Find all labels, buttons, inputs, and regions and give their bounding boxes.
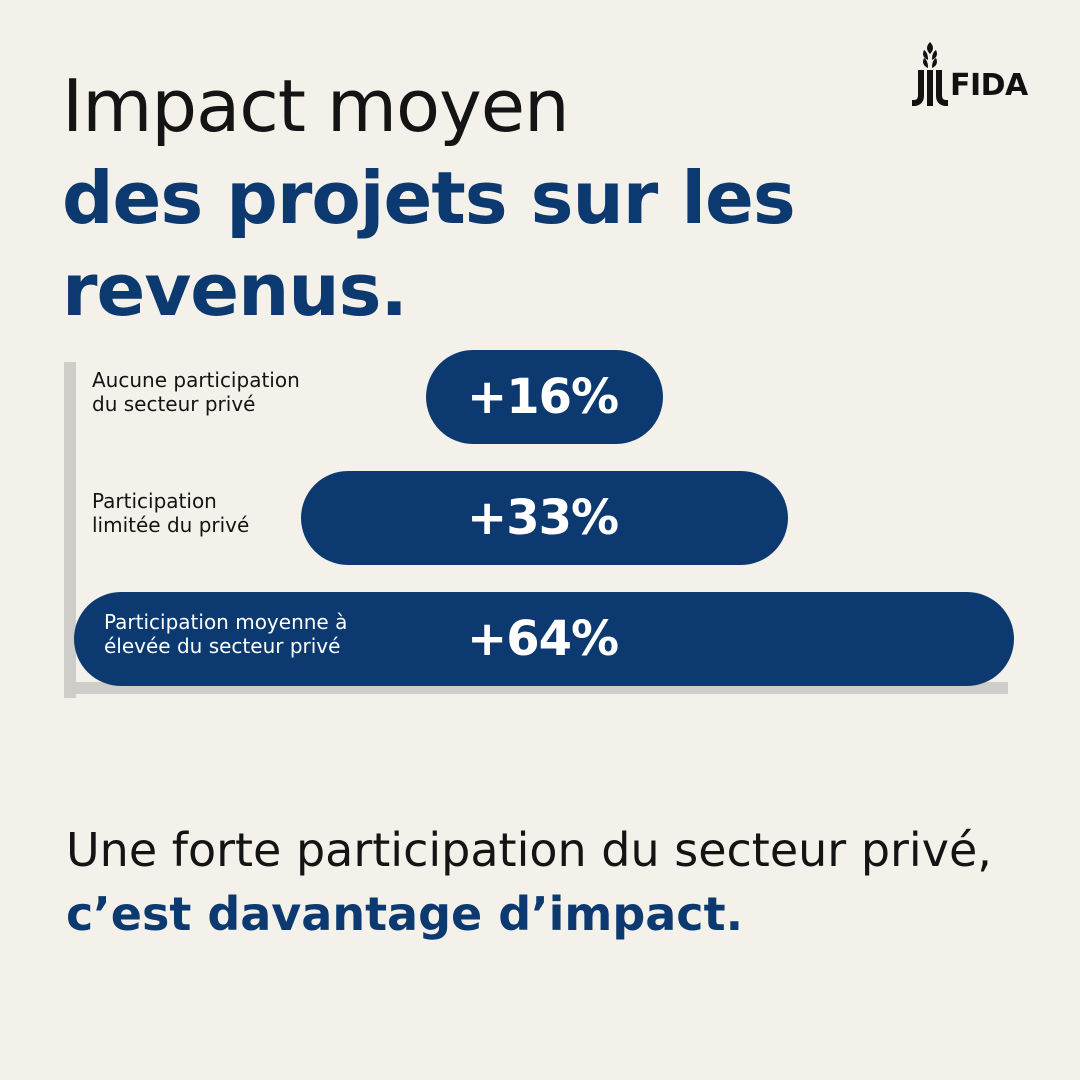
category-label-line: limitée du privé [92,513,250,537]
category-label-line: élevée du secteur privé [104,634,341,658]
category-label-line: Participation [92,489,217,513]
bar-2 [301,471,788,565]
logo-text: FIDA [950,68,1028,103]
title-line-3: revenus. [62,248,408,332]
bar-3 [74,592,1014,686]
bar-value-label-2: +33% [467,490,619,546]
bar-value-label-3: +64% [467,611,619,667]
bar-value-label-1: +16% [467,369,619,425]
footer-emphasis: c’est davantage d’impact. [66,887,744,941]
title-line-2: des projets sur les [62,156,796,240]
fida-logo: FIDA [910,40,1040,110]
bar-category-label-2: Participation limitée du privé [92,489,249,537]
title-line-1: Impact moyen [62,64,570,148]
category-label-line: Participation moyenne à [104,610,348,634]
bar-category-label-1: Aucune participation du secteur privé [92,368,300,416]
wheat-emblem-icon [912,42,948,106]
footer-text: Une forte participation du secteur privé… [66,823,992,877]
category-label-line: Aucune participation [92,368,300,392]
chart-axis-vertical [64,362,76,698]
bar-1 [426,350,663,444]
category-label-line: du secteur privé [92,392,256,416]
chart-title: Impact moyen des projets sur les revenus… [62,60,962,336]
footer-statement: Une forte participation du secteur privé… [66,818,1026,946]
bar-category-label-3: Participation moyenne à élevée du secteur… [104,610,347,658]
